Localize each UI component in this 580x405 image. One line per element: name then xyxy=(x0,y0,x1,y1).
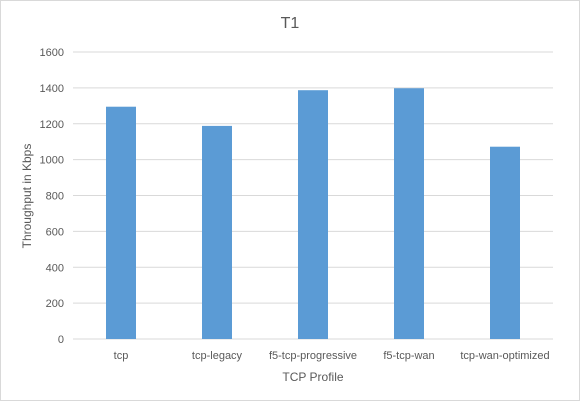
bar-tcp-wan-optimized xyxy=(490,146,520,339)
y-tick-label: 1200 xyxy=(40,119,64,131)
y-tick-label: 200 xyxy=(46,298,64,310)
bar-f5-tcp-wan xyxy=(394,88,424,339)
y-tick-label: 1600 xyxy=(40,47,64,59)
y-axis-ticks: 0 200 400 600 800 1000 1200 1400 1600 xyxy=(40,47,64,346)
y-tick-label: 800 xyxy=(46,191,64,203)
y-tick-label: 1000 xyxy=(40,155,64,167)
x-axis-ticks: tcp tcp-legacy f5-tcp-progressive f5-tcp-wa… xyxy=(114,350,550,362)
y-tick-label: 400 xyxy=(46,262,64,274)
x-axis-title: TCP Profile xyxy=(282,370,343,384)
bar-tcp xyxy=(106,106,136,339)
x-tick-label: f5-tcp-progressive xyxy=(269,350,357,362)
x-tick-label: tcp-legacy xyxy=(192,350,243,362)
chart-title: T1 xyxy=(281,15,300,32)
x-tick-label: tcp-wan-optimized xyxy=(460,350,549,362)
y-tick-label: 600 xyxy=(46,226,64,238)
y-tick-label: 0 xyxy=(58,334,64,346)
y-axis-title: Throughput in Kbps xyxy=(20,144,34,249)
y-tick-label: 1400 xyxy=(40,83,64,95)
bar-f5-tcp-progressive xyxy=(298,90,328,339)
bars xyxy=(106,88,520,339)
bar-tcp-legacy xyxy=(202,125,232,339)
x-tick-label: f5-tcp-wan xyxy=(383,350,434,362)
x-tick-label: tcp xyxy=(114,350,129,362)
